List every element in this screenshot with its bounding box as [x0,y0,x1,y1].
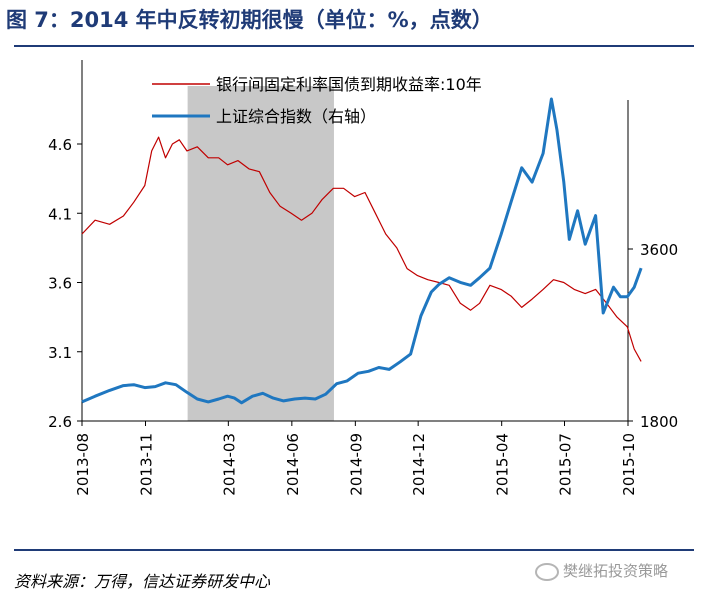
series-line-shanghai-index [81,97,643,405]
legend-label-shanghai-index: 上证综合指数（右轴） [216,107,376,126]
bottom-rule [14,549,694,551]
y-left-tick-label: 2.6 [48,413,72,431]
x-tick-label: 2014-06 [284,433,302,496]
x-tick-label: 2015-10 [620,433,638,496]
x-tick-label: 2013-11 [138,433,156,496]
y-right-tick-label: 1800 [640,413,678,431]
source-note: 资料来源：万得，信达证券研发中心 [14,572,271,591]
legend-label-bond-yield: 银行间固定利率国债到期收益率:10年 [216,75,482,94]
y-left-tick-label: 4.6 [48,136,72,154]
figure-title: 图 7：2014 年中反转初期很慢（单位：%，点数） [6,8,493,32]
watermark: 樊继拓投资策略 [535,560,668,581]
x-tick-label: 2013-08 [74,433,92,496]
x-tick-label: 2015-07 [556,433,574,496]
series-line-bond-yield [81,136,642,362]
y-left-tick-label: 3.6 [48,275,72,293]
x-tick-label: 2014-03 [220,433,238,496]
x-tick-label: 2014-12 [410,433,428,496]
top-rule [14,45,694,47]
y-left-tick-label: 4.1 [48,205,72,223]
shaded-period [187,86,334,421]
wechat-icon [535,562,559,581]
x-tick-label: 2014-09 [347,433,365,496]
y-right-tick-label: 3600 [640,241,678,259]
y-left-tick-label: 3.1 [48,344,72,362]
x-tick-label: 2015-04 [494,433,512,496]
watermark-text: 樊继拓投资策略 [563,562,669,580]
